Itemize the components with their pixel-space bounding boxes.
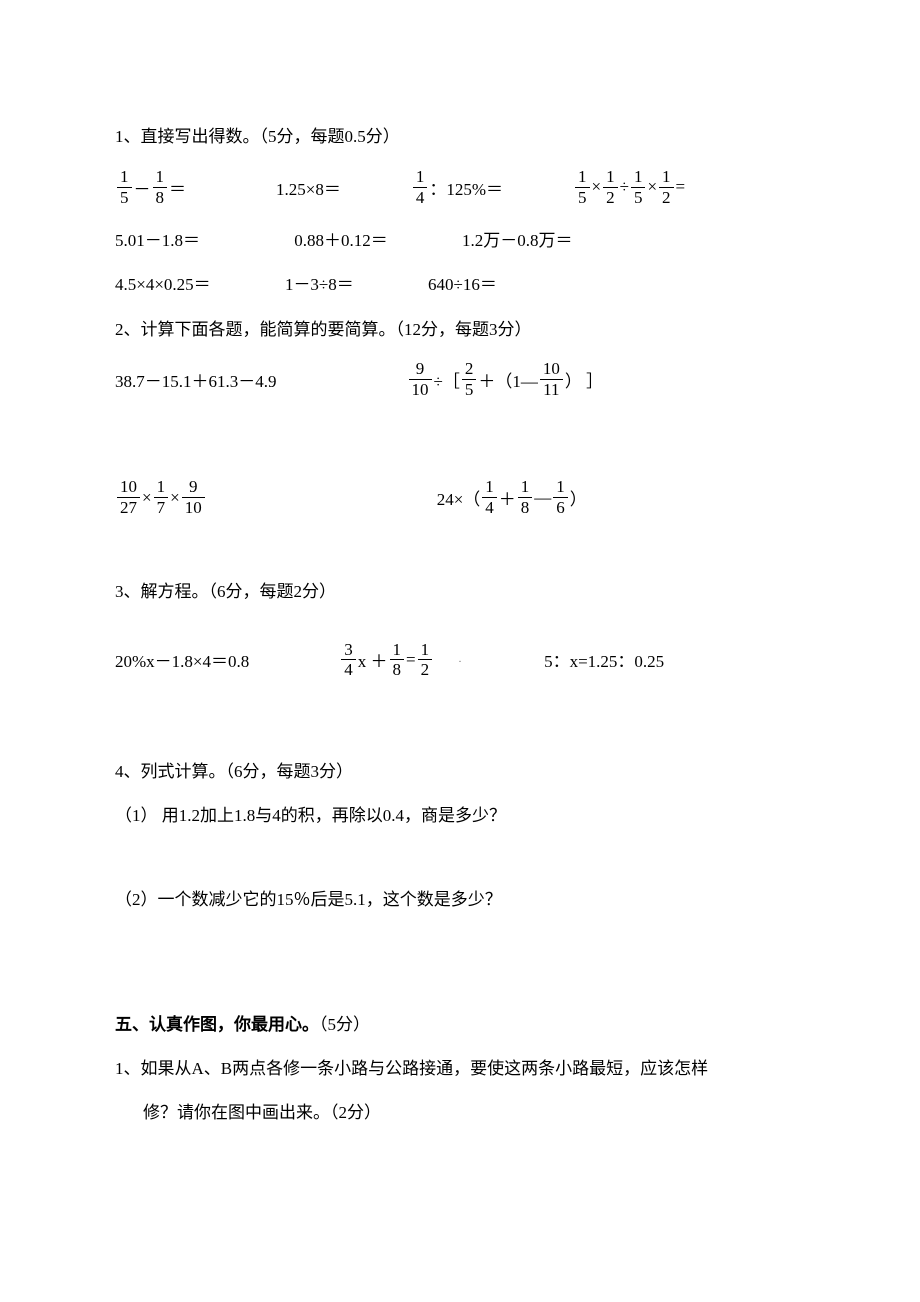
expr: 1.25×8＝: [276, 175, 341, 200]
fraction: 25: [462, 360, 477, 399]
fraction: 14: [413, 168, 428, 207]
fraction: 12: [603, 168, 618, 207]
fraction: 910: [409, 360, 432, 399]
expr: 5：x=1.25：0.25: [544, 647, 664, 672]
expr: ）: [570, 485, 587, 510]
q1-row3: 4.5×4×0.25＝ 1－3÷8＝ 640÷16＝: [115, 263, 810, 307]
expr: ＋（1—: [478, 367, 538, 392]
op: —: [534, 488, 551, 508]
expr: ÷［: [434, 367, 460, 392]
q1-row1: 15 － 18 ＝ 1.25×8＝ 14 ：125%＝ 15 × 12 ÷ 15…: [115, 165, 810, 209]
expr: 640÷16＝: [428, 275, 497, 294]
expr: x ＋: [358, 647, 388, 672]
q3-title: 3、解方程。（6分，每题2分）: [115, 570, 810, 614]
fraction: 15: [575, 168, 590, 207]
q4-p2: （2）一个数减少它的15％后是5.1，这个数是多少？: [115, 878, 810, 922]
expr: 1－3÷8＝: [285, 275, 354, 294]
fraction: 1011: [540, 360, 563, 399]
fraction: 14: [482, 478, 497, 517]
fraction: 12: [418, 641, 433, 680]
q4-p1: （1） 用1.2加上1.8与4的积，再除以0.4，商是多少？: [115, 794, 810, 838]
document-page: 1、直接写出得数。（5分，每题0.5分） 15 － 18 ＝ 1.25×8＝ 1…: [0, 0, 920, 1302]
expr: 0.88＋0.12＝: [294, 231, 388, 250]
fraction: 1027: [117, 478, 140, 517]
q1-row2: 5.01－1.8＝ 0.88＋0.12＝ 1.2万－0.8万＝: [115, 219, 810, 263]
q5-p1a: 1、如果从A、B两点各修一条小路与公路接通，要使这两条小路最短，应该怎样: [115, 1047, 810, 1091]
op: ×: [170, 488, 180, 508]
expr: 24×（: [437, 485, 481, 510]
expr: =: [406, 650, 416, 670]
op: ×: [647, 177, 657, 197]
q1-title: 1、直接写出得数。（5分，每题0.5分）: [115, 115, 810, 159]
q2-row1: 38.7－15.1＋61.3－4.9 910 ÷［ 25 ＋（1— 1011 ）…: [115, 358, 810, 402]
q5-title-bold: 五、认真作图，你最用心。: [115, 1015, 319, 1034]
fraction: 17: [154, 478, 169, 517]
q5-p1b: 修？请你在图中画出来。（2分）: [115, 1091, 810, 1135]
expr: ：125%＝: [429, 175, 503, 200]
expr: 4.5×4×0.25＝: [115, 275, 211, 294]
fraction: 18: [390, 641, 405, 680]
eq: =: [676, 177, 686, 197]
op: －: [134, 175, 151, 200]
op: ÷: [620, 177, 629, 197]
fraction: 15: [631, 168, 646, 207]
fraction: 18: [518, 478, 533, 517]
q4-title: 4、列式计算。（6分，每题3分）: [115, 750, 810, 794]
op: ＋: [499, 485, 516, 510]
center-marker: .: [459, 653, 462, 665]
op: ×: [592, 177, 602, 197]
expr: 20%x－1.8×4＝0.8: [115, 647, 249, 672]
fraction: 910: [182, 478, 205, 517]
fraction: 16: [553, 478, 568, 517]
fraction: 18: [153, 168, 168, 207]
q2-title: 2、计算下面各题，能简算的要简算。（12分，每题3分）: [115, 308, 810, 352]
fraction: 15: [117, 168, 132, 207]
q5-title: 五、认真作图，你最用心。（5分）: [115, 1003, 810, 1047]
expr: 38.7－15.1＋61.3－4.9: [115, 367, 277, 392]
fraction: 12: [659, 168, 674, 207]
eq: ＝: [169, 175, 186, 200]
expr: 5.01－1.8＝: [115, 231, 200, 250]
q2-row2: 1027 × 17 × 910 24×（ 14 ＋ 18 — 16 ）: [115, 476, 810, 520]
q3-row: 20%x－1.8×4＝0.8 34 x ＋ 18 = 12 5：x=1.25：0…: [115, 638, 810, 682]
fraction: 34: [341, 641, 356, 680]
q5-title-rest: （5分）: [319, 1015, 370, 1034]
expr: ） ］: [565, 367, 603, 392]
op: ×: [142, 488, 152, 508]
expr: 1.2万－0.8万＝: [462, 231, 573, 250]
